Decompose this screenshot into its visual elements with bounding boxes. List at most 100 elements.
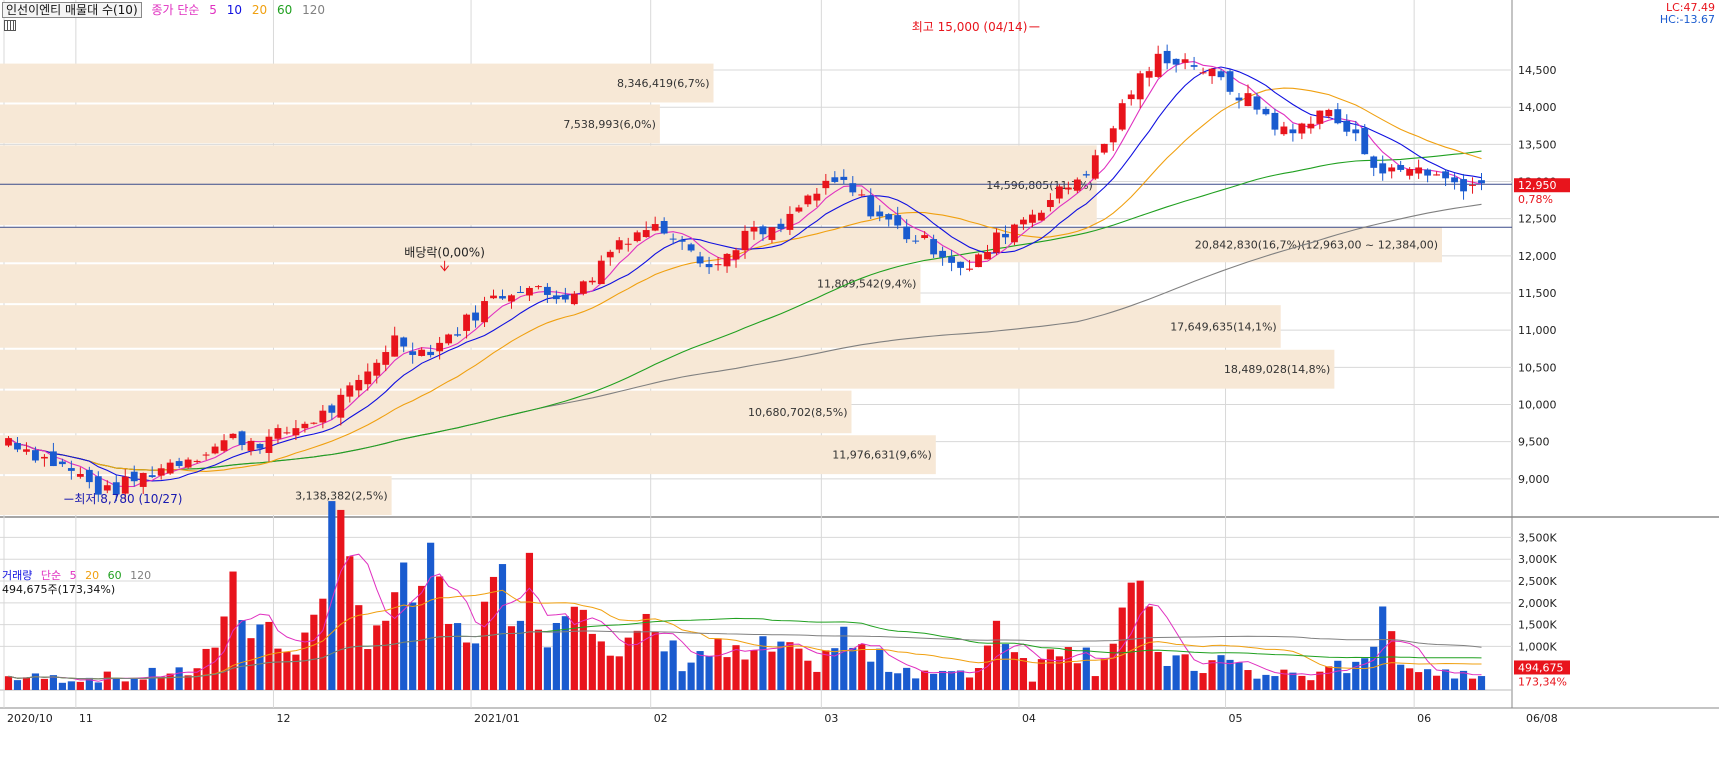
candle-body — [777, 223, 785, 230]
volume-bar — [705, 656, 713, 690]
candle-body — [696, 256, 704, 264]
candle-body — [103, 485, 111, 491]
candle-body — [157, 468, 165, 476]
candle-body — [1352, 129, 1360, 134]
candle-body — [418, 349, 426, 356]
volume-bar — [858, 644, 866, 690]
candle-body — [1442, 171, 1449, 179]
volume-bar — [912, 678, 920, 690]
volume-bar — [94, 682, 102, 690]
candle-body — [804, 195, 812, 205]
candle-body — [1190, 65, 1198, 67]
candle-body — [166, 462, 174, 474]
candle-body — [292, 428, 300, 436]
volume-bar — [849, 647, 857, 690]
volume-bar — [939, 670, 947, 690]
ticker-label[interactable]: 인선이엔티 매물대 수(10) — [2, 2, 142, 18]
candle-body — [301, 423, 309, 429]
candle-body — [1154, 53, 1162, 77]
candle-body — [1379, 163, 1387, 174]
volume-bar — [974, 668, 983, 690]
candle-body — [543, 286, 551, 295]
volume-bar — [1136, 580, 1144, 690]
candle-body — [382, 352, 390, 365]
volume-bar — [1352, 661, 1360, 690]
candle-body — [993, 232, 1000, 253]
candle-body — [1127, 94, 1135, 100]
price-ma-60-line — [8, 150, 1482, 471]
volume-bar — [1334, 660, 1342, 690]
volume-bar — [1235, 662, 1243, 690]
candle-body — [867, 195, 875, 217]
candle-body — [526, 287, 533, 296]
candle-body — [885, 214, 893, 220]
price-tick-label: 13,500 — [1518, 138, 1557, 151]
volume-bar — [1127, 582, 1135, 690]
volume-bar — [337, 509, 345, 690]
candle-body — [723, 253, 731, 267]
candle-body — [535, 286, 542, 288]
candle-body — [1046, 200, 1054, 208]
candle-body — [49, 451, 57, 467]
ma-period-5: 5 — [209, 3, 217, 17]
volume-bar — [301, 632, 309, 690]
volume-bar — [507, 626, 516, 690]
time-tick-label: 11 — [79, 712, 93, 725]
candle-body — [606, 251, 614, 258]
volume-bar — [615, 656, 623, 690]
candle-body — [1244, 93, 1252, 107]
volume-bar — [157, 676, 165, 690]
volume-bar — [714, 638, 722, 690]
volume-bar — [22, 677, 31, 690]
candle-body — [319, 410, 327, 423]
volume-bar — [1091, 676, 1099, 690]
time-tick-label: 2020/10 — [7, 712, 53, 725]
candle-body — [1415, 167, 1423, 174]
candle-body — [508, 295, 515, 302]
candle-body — [346, 385, 354, 397]
volume-bar — [525, 552, 534, 690]
candle-body — [570, 293, 578, 305]
candle-body — [1091, 155, 1099, 179]
candle-body — [1020, 219, 1027, 225]
hc-readout: HC:-13.67 — [1659, 13, 1715, 26]
candle-body — [957, 261, 964, 268]
candle-body — [283, 432, 291, 434]
volume-bar — [1271, 676, 1279, 690]
price-tick-label: 11,000 — [1518, 324, 1557, 337]
volume-profile-label: 17,649,635(14,1%) — [1170, 320, 1277, 333]
volume-bar — [660, 651, 668, 690]
candle-body — [67, 468, 75, 471]
candle-body — [1208, 68, 1216, 77]
volume-bar — [58, 682, 66, 690]
current-volume-badge — [1514, 660, 1570, 675]
price-tick-label: 10,000 — [1518, 399, 1557, 412]
candle-body — [579, 281, 587, 294]
volume-bar — [965, 677, 974, 690]
grid-toggle-icon[interactable] — [4, 20, 16, 31]
volume-bar — [741, 659, 749, 690]
candle-body — [211, 446, 219, 454]
current-price-badge — [1514, 178, 1570, 193]
candle-body — [1055, 186, 1063, 199]
candle-body — [1370, 156, 1378, 168]
candle-body — [1451, 177, 1458, 183]
volume-bar — [1262, 674, 1270, 690]
volume-bar — [1388, 631, 1396, 690]
volume-bar — [292, 654, 300, 690]
dividend-arrow — [440, 260, 449, 272]
volume-bar — [1001, 644, 1010, 690]
candle-body — [1073, 179, 1081, 191]
candle-body — [912, 240, 920, 242]
volume-bar — [813, 671, 821, 690]
candle-body — [220, 440, 228, 451]
candle-body — [966, 268, 973, 270]
volume-profile-bar — [0, 227, 1442, 263]
candle-body — [759, 226, 767, 235]
candle-body — [822, 180, 830, 189]
volume-bar — [211, 647, 219, 690]
candle-body — [1226, 71, 1234, 92]
time-tick-label: 12 — [276, 712, 290, 725]
